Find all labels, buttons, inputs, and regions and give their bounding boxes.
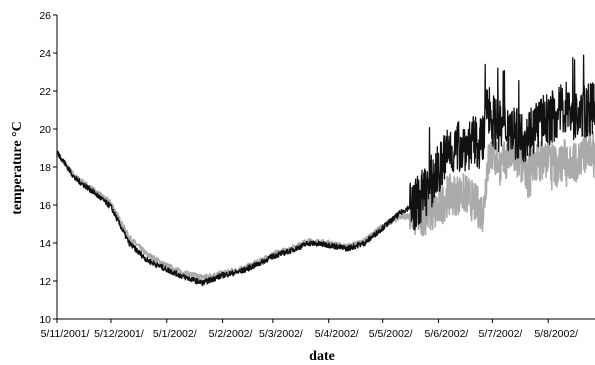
x-tick-label: 5/7/2002/	[479, 328, 523, 340]
y-tick-label: 20	[39, 124, 51, 136]
y-axis-title: temperature °C	[10, 121, 25, 215]
x-tick-label: 5/8/2002/	[534, 328, 578, 340]
x-tick-label: 5/4/2002/	[315, 328, 359, 340]
x-tick-label: 5/12/2001/	[94, 328, 144, 340]
y-tick-label: 14	[39, 238, 51, 250]
x-tick-label: 5/2/2002/	[209, 328, 253, 340]
x-tick-label: 5/3/2002/	[259, 328, 303, 340]
x-tick-label: 5/11/2001/	[41, 328, 90, 340]
series-line-0	[56, 129, 595, 280]
y-tick-label: 16	[39, 200, 51, 212]
x-tick-label: 5/6/2002/	[425, 328, 469, 340]
y-tick-label: 12	[39, 276, 51, 288]
y-tick-label: 10	[39, 314, 51, 326]
y-tick-label: 18	[39, 162, 51, 174]
x-tick-label: 5/1/2002/	[153, 328, 197, 340]
x-tick-label: 5/5/2002/	[369, 328, 413, 340]
y-tick-label: 22	[39, 86, 51, 98]
y-tick-label: 24	[39, 48, 51, 60]
series-line-1	[56, 54, 595, 287]
x-axis-title: date	[309, 349, 335, 364]
y-tick-label: 26	[39, 10, 51, 22]
